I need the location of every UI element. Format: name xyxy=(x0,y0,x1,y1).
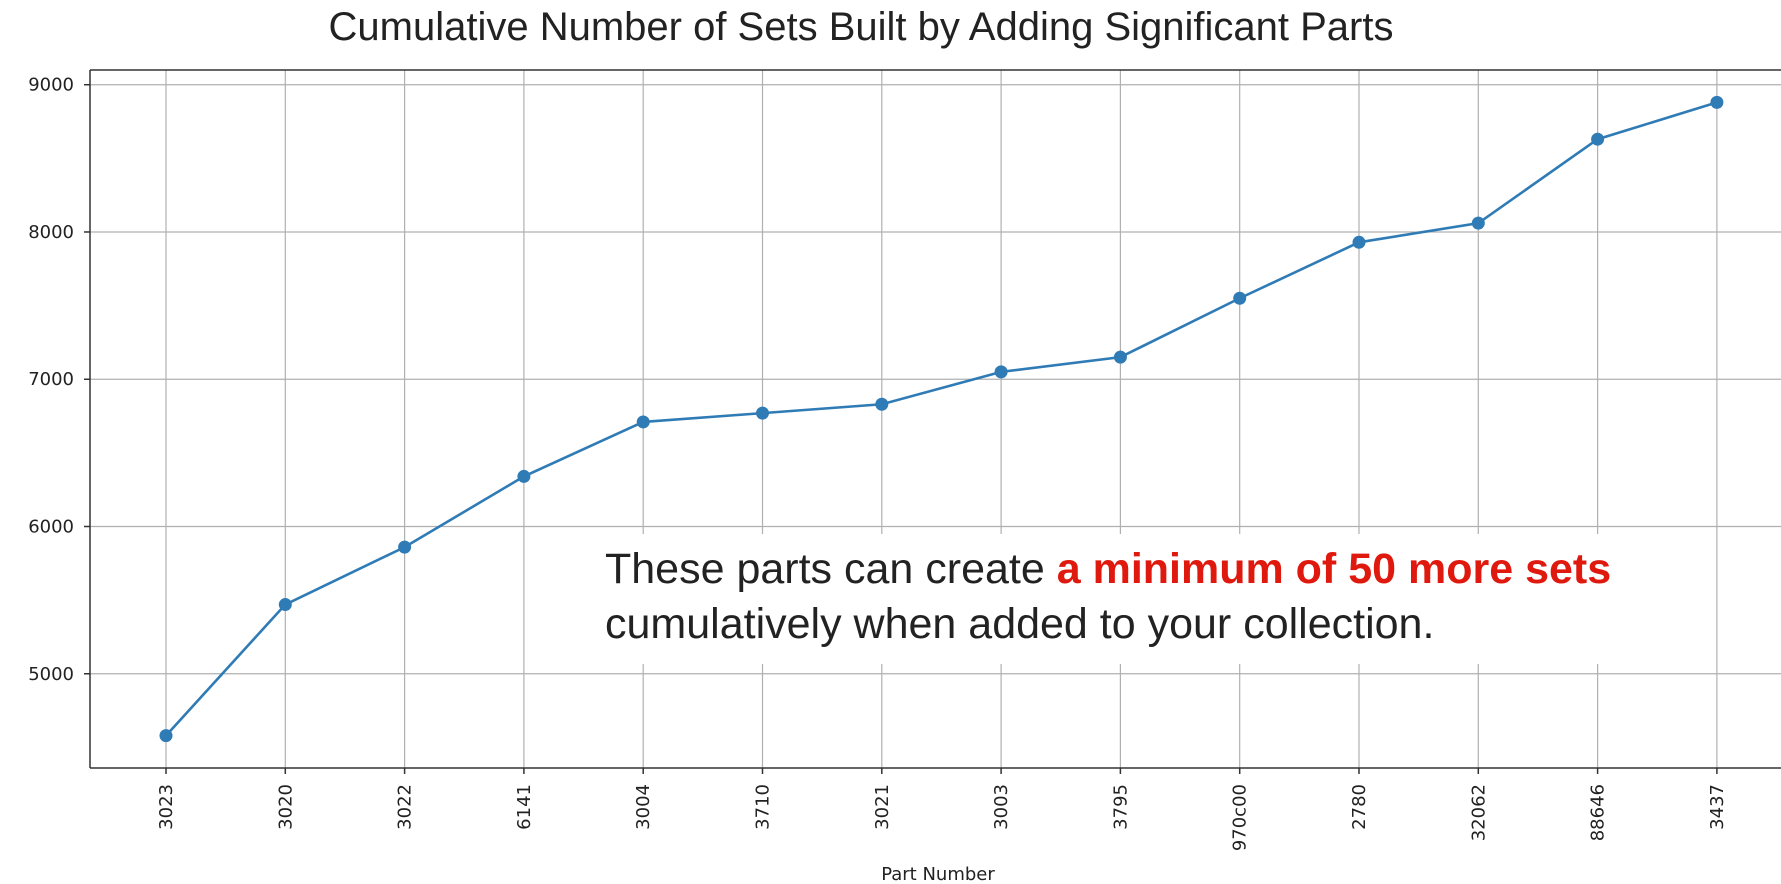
y-tick-label: 6000 xyxy=(28,516,74,537)
x-tick-label: 6141 xyxy=(514,784,535,830)
plot xyxy=(159,95,1724,743)
x-tick-label: 3023 xyxy=(156,784,177,830)
marker xyxy=(1591,132,1605,146)
marker xyxy=(1233,291,1247,305)
annotation: These parts can create a minimum of 50 m… xyxy=(605,545,1611,593)
x-tick-label: 970c00 xyxy=(1230,784,1251,851)
x-tick-label: 3004 xyxy=(633,784,654,830)
marker xyxy=(517,469,531,483)
marker xyxy=(994,365,1008,379)
marker xyxy=(398,540,412,554)
marker xyxy=(636,415,650,429)
x-tick-label: 3020 xyxy=(275,784,296,830)
y-tick-label: 9000 xyxy=(28,75,74,96)
grid xyxy=(84,70,1781,774)
marker xyxy=(278,598,292,612)
annotation-text: These parts can create xyxy=(605,545,1057,593)
x-tick-label: 88646 xyxy=(1588,784,1609,841)
x-tick-label: 32062 xyxy=(1468,784,1489,841)
annotation-box xyxy=(590,534,1612,664)
chart-title: Cumulative Number of Sets Built by Addin… xyxy=(329,5,1394,49)
x-axis-label: Part Number xyxy=(881,864,995,884)
marker xyxy=(159,729,173,743)
marker xyxy=(875,397,889,411)
annotation-line2: cumulatively when added to your collecti… xyxy=(605,600,1434,648)
marker xyxy=(1471,216,1485,230)
marker xyxy=(756,406,769,420)
line xyxy=(165,101,1718,737)
x-tick-label: 3022 xyxy=(395,784,416,830)
annotation-highlight: a minimum of 50 more sets xyxy=(1057,545,1611,593)
x-tick-label: 3795 xyxy=(1110,784,1131,830)
x-tick-label: 3710 xyxy=(753,784,774,830)
x-tick-label: 3021 xyxy=(872,784,893,830)
y-tick-label: 7000 xyxy=(28,369,74,390)
marker xyxy=(1352,235,1366,249)
x-tick-label: 3003 xyxy=(991,784,1012,830)
x-tick-label: 2780 xyxy=(1349,784,1370,830)
x-tick-label: 3437 xyxy=(1707,784,1728,830)
marker xyxy=(1113,350,1127,364)
y-tick-label: 8000 xyxy=(28,222,74,243)
marker xyxy=(1710,95,1724,109)
y-tick-label: 5000 xyxy=(28,664,74,685)
